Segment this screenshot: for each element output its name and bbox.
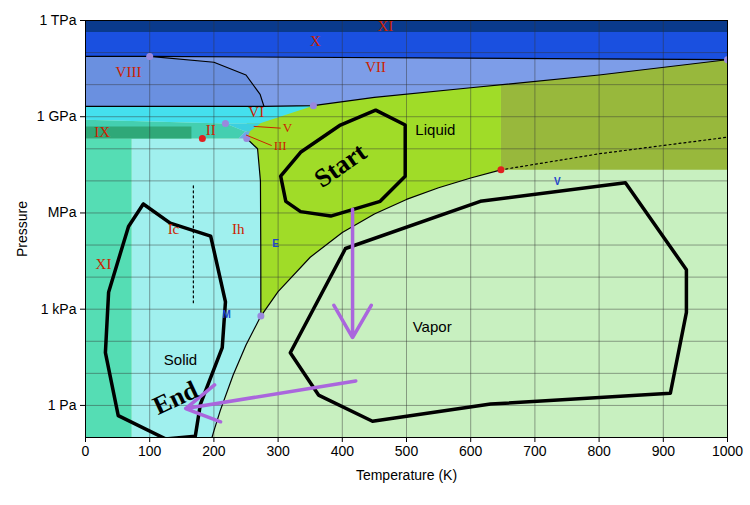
svg-text:600: 600 (459, 443, 483, 459)
svg-text:700: 700 (523, 443, 547, 459)
svg-text:MPa: MPa (48, 204, 77, 220)
svg-text:XI: XI (377, 17, 394, 34)
svg-text:300: 300 (266, 443, 290, 459)
svg-text:E: E (272, 238, 279, 249)
svg-text:IX: IX (94, 124, 110, 140)
svg-text:VII: VII (365, 59, 386, 75)
svg-text:Vapor: Vapor (413, 318, 452, 335)
svg-text:Liquid: Liquid (415, 121, 455, 138)
svg-text:M: M (223, 309, 231, 320)
svg-text:X: X (310, 33, 321, 49)
svg-text:III: III (274, 138, 287, 153)
svg-text:100: 100 (138, 443, 162, 459)
svg-text:Start: Start (309, 137, 372, 193)
svg-text:500: 500 (395, 443, 419, 459)
svg-text:Pressure: Pressure (14, 201, 30, 257)
svg-text:900: 900 (652, 443, 676, 459)
svg-text:800: 800 (587, 443, 611, 459)
svg-text:1 Pa: 1 Pa (48, 397, 77, 413)
svg-text:1 kPa: 1 kPa (41, 301, 77, 317)
svg-text:1 GPa: 1 GPa (37, 108, 77, 124)
svg-text:0: 0 (82, 443, 90, 459)
svg-text:Solid: Solid (164, 351, 197, 368)
svg-text:II: II (206, 122, 216, 138)
svg-text:1 TPa: 1 TPa (39, 12, 76, 28)
svg-text:VIII: VIII (116, 64, 142, 80)
svg-text:XI: XI (96, 256, 112, 272)
svg-text:Ic: Ic (168, 221, 180, 237)
svg-text:V: V (283, 120, 293, 135)
svg-text:Ih: Ih (232, 221, 245, 237)
svg-text:VI: VI (248, 104, 264, 120)
svg-text:V: V (554, 176, 561, 187)
svg-text:Temperature (K): Temperature (K) (356, 467, 457, 483)
svg-text:1000: 1000 (712, 443, 743, 459)
svg-text:400: 400 (331, 443, 355, 459)
svg-text:200: 200 (202, 443, 226, 459)
svg-text:End: End (148, 375, 203, 421)
